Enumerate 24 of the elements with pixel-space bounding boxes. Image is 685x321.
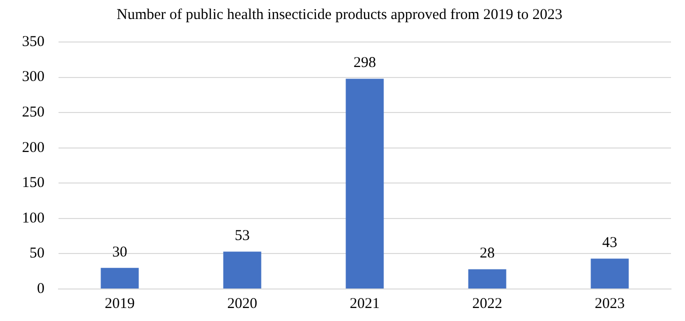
bar	[468, 269, 506, 288]
y-tick-label: 100	[22, 210, 44, 226]
bar	[100, 268, 139, 288]
bar	[590, 258, 629, 288]
data-label: 43	[602, 235, 618, 252]
x-tick-label: 2021	[350, 296, 380, 312]
y-tick-label: 150	[22, 175, 44, 192]
data-label: 28	[480, 246, 495, 262]
y-tick-label: 200	[22, 140, 44, 156]
y-tick-label: 50	[30, 246, 44, 262]
x-tick-label: 2022	[472, 296, 502, 312]
y-tick-label: 350	[22, 34, 44, 50]
data-label: 30	[112, 244, 128, 260]
x-tick-label: 2020	[227, 296, 258, 312]
y-tick-label: 300	[22, 69, 44, 86]
x-tick-label: 2019	[104, 296, 135, 312]
y-tick-label: 250	[22, 104, 44, 121]
y-tick-label: 0	[37, 280, 44, 297]
chart-title: Number of public health insecticide products approved from 2019 to 2023	[116, 6, 562, 23]
data-label: 298	[354, 55, 376, 72]
x-tick-label: 2023	[594, 296, 625, 312]
data-label: 53	[234, 228, 250, 244]
bar	[346, 78, 384, 288]
bar	[223, 252, 262, 288]
